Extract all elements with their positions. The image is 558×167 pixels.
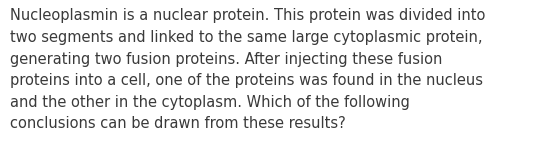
Text: Nucleoplasmin is a nuclear protein. This protein was divided into
two segments a: Nucleoplasmin is a nuclear protein. This… (10, 8, 485, 131)
